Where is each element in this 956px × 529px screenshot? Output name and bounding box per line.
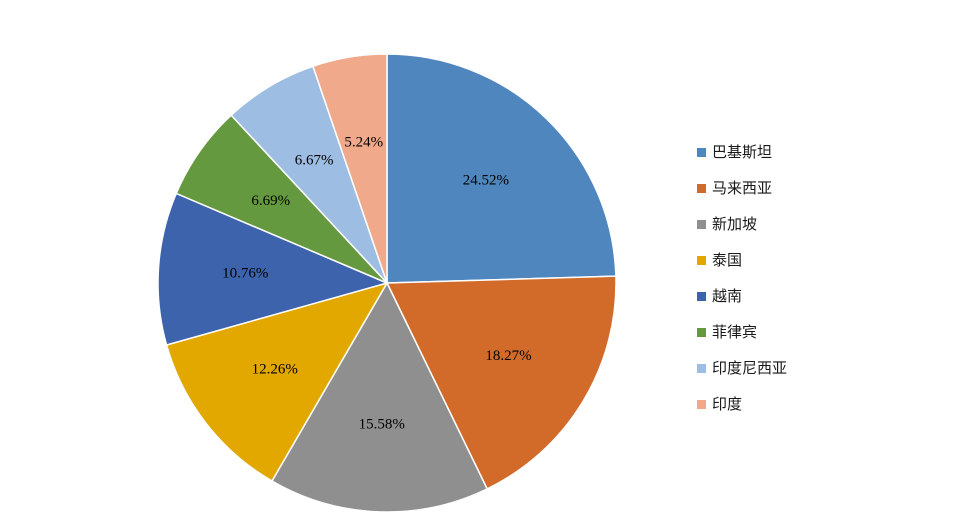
- pie-slice-label: 24.52%: [463, 173, 509, 189]
- pie-slice-2: [270, 281, 489, 513]
- legend-swatch: [697, 219, 706, 229]
- pie-slice-3: [165, 281, 389, 483]
- pie-slice-label: 12.26%: [252, 361, 298, 377]
- legend-item: 新加坡: [697, 206, 787, 242]
- legend-item: 巴基斯坦: [697, 134, 787, 170]
- legend-swatch: [697, 291, 706, 301]
- pie-slice-0: [386, 53, 617, 284]
- legend-item: 泰国: [697, 242, 787, 278]
- legend-label: 印度尼西亚: [712, 359, 788, 377]
- pie-slice-7: [311, 53, 388, 284]
- legend-label: 新加坡: [712, 215, 758, 233]
- legend-swatch: [697, 399, 706, 409]
- legend-swatch: [697, 327, 706, 337]
- pie-slice-label: 6.67%: [295, 153, 334, 169]
- pie-slice-1: [385, 275, 617, 490]
- legend-label: 菲律宾: [712, 323, 758, 341]
- legend-swatch: [697, 183, 706, 193]
- legend-label: 越南: [712, 287, 743, 305]
- legend: 巴基斯坦马来西亚新加坡泰国越南菲律宾印度尼西亚印度: [697, 134, 787, 422]
- pie-slice-label: 18.27%: [485, 348, 531, 364]
- legend-label: 马来西亚: [712, 179, 773, 197]
- legend-label: 印度: [712, 395, 743, 413]
- legend-label: 巴基斯坦: [712, 143, 773, 161]
- pie-slice-label: 10.76%: [222, 265, 268, 281]
- legend-swatch: [697, 147, 706, 157]
- legend-item: 印度: [697, 386, 787, 422]
- legend-item: 越南: [697, 278, 787, 314]
- legend-swatch: [697, 363, 706, 373]
- legend-item: 菲律宾: [697, 314, 787, 350]
- pie-slice-labels: 24.52% 18.27% 15.58% 12.26% 10.76% 6.69% 6.67%…: [222, 134, 531, 432]
- pie-slice-label: 15.58%: [359, 416, 405, 432]
- legend-item: 印度尼西亚: [697, 350, 787, 386]
- legend-item: 马来西亚: [697, 170, 787, 206]
- legend-label: 泰国: [712, 251, 743, 269]
- legend-swatch: [697, 255, 706, 265]
- pie-slice-label: 5.24%: [344, 134, 383, 150]
- pie-slices: [157, 53, 617, 513]
- pie-slice-label: 6.69%: [251, 193, 290, 209]
- pie-slice-4: [157, 192, 390, 346]
